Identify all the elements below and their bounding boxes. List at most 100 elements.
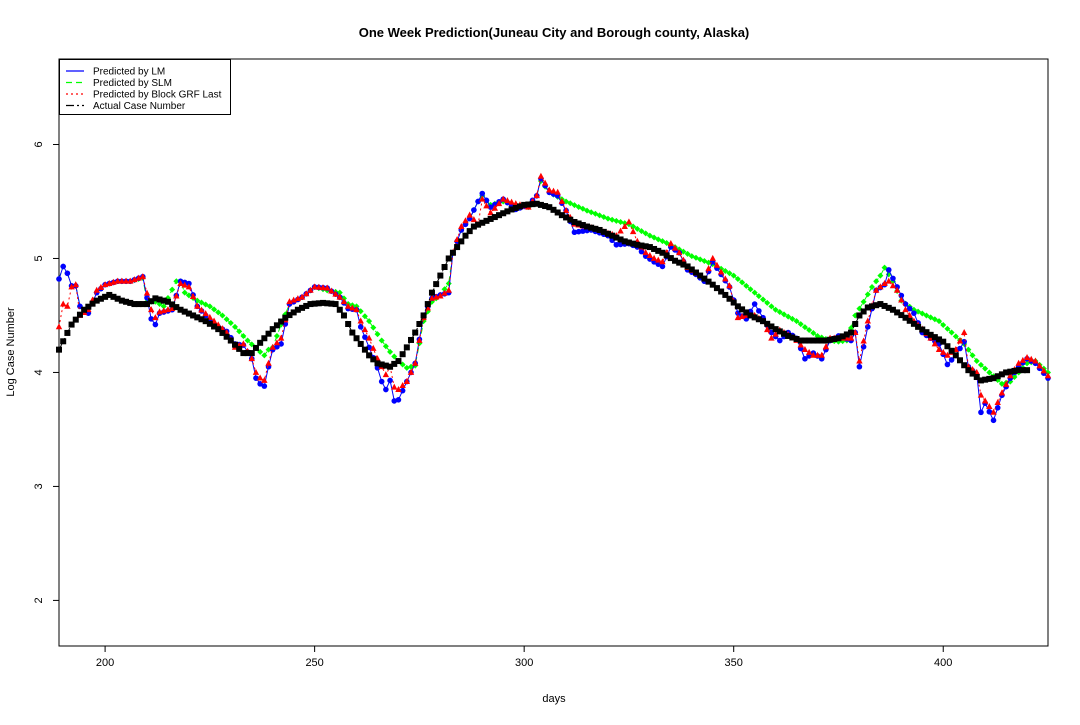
legend-box <box>59 59 231 115</box>
data-point <box>889 282 897 289</box>
data-point <box>667 240 675 247</box>
data-point <box>458 222 465 229</box>
data-point <box>227 320 234 327</box>
data-point <box>755 293 762 300</box>
data-point <box>211 323 218 330</box>
data-point <box>684 263 691 270</box>
data-point <box>537 201 544 208</box>
data-point <box>701 275 708 282</box>
data-point <box>646 244 653 251</box>
data-point <box>319 284 327 291</box>
data-point <box>366 318 373 325</box>
data-point <box>395 358 402 365</box>
data-point <box>252 368 260 375</box>
x-tick-label: 400 <box>934 657 952 669</box>
data-point <box>269 326 276 333</box>
data-point <box>609 216 616 223</box>
data-point <box>320 299 327 306</box>
data-point <box>232 341 239 348</box>
data-point <box>449 249 456 256</box>
data-point <box>110 293 117 300</box>
data-point <box>785 332 792 339</box>
data-point <box>240 350 247 357</box>
data-point <box>659 249 666 256</box>
data-point <box>692 269 699 276</box>
data-point <box>483 202 490 209</box>
data-point <box>64 270 71 277</box>
data-point <box>533 192 540 199</box>
data-point <box>780 311 787 318</box>
data-point <box>131 276 138 283</box>
data-point <box>810 330 817 337</box>
data-point <box>537 172 545 179</box>
data-point <box>72 316 79 323</box>
data-point <box>114 295 121 302</box>
data-point <box>1036 362 1043 369</box>
data-point <box>59 300 67 307</box>
data-point <box>592 225 599 232</box>
data-point <box>1015 359 1022 366</box>
data-point <box>60 263 66 270</box>
data-point <box>433 281 440 288</box>
data-point <box>261 335 268 342</box>
data-point <box>919 310 926 317</box>
data-point <box>860 344 867 350</box>
data-point <box>760 318 767 325</box>
data-point <box>952 333 959 340</box>
data-point <box>726 270 733 277</box>
data-point <box>173 278 180 285</box>
data-point <box>860 298 867 305</box>
data-point <box>441 286 448 293</box>
data-point <box>127 277 134 284</box>
data-point <box>806 337 813 344</box>
data-point <box>240 332 247 339</box>
data-point <box>202 301 209 308</box>
data-point <box>378 337 385 344</box>
data-point <box>936 336 943 343</box>
data-point <box>948 347 955 354</box>
data-point <box>650 254 658 261</box>
data-point <box>965 367 972 374</box>
data-point <box>961 338 967 345</box>
data-point <box>944 343 951 350</box>
data-point <box>55 323 63 330</box>
data-point <box>370 324 377 331</box>
data-point <box>642 249 649 256</box>
data-point <box>931 340 939 347</box>
data-point <box>353 306 360 313</box>
data-point <box>198 316 205 323</box>
data-point <box>764 326 771 333</box>
data-point <box>340 298 348 305</box>
data-point <box>709 254 716 261</box>
data-point <box>986 408 993 415</box>
y-tick-label: 5 <box>33 255 45 261</box>
data-point <box>223 333 230 340</box>
data-point <box>278 341 284 347</box>
data-point <box>558 197 566 204</box>
data-point <box>563 214 570 221</box>
data-point <box>977 377 984 384</box>
data-point <box>881 264 888 271</box>
data-point <box>362 334 368 340</box>
data-point <box>403 364 410 371</box>
data-point <box>952 352 959 359</box>
data-point <box>219 329 226 336</box>
data-point <box>998 380 1005 387</box>
data-point <box>868 303 875 310</box>
data-point <box>256 374 264 381</box>
data-point <box>81 306 88 313</box>
data-point <box>961 362 968 369</box>
data-point <box>420 312 427 319</box>
data-point <box>504 197 511 204</box>
data-point <box>802 355 808 362</box>
data-point <box>709 281 716 288</box>
data-point <box>1024 367 1031 374</box>
data-point <box>491 214 498 221</box>
data-point <box>877 283 884 290</box>
legend-label: Actual Case Number <box>93 101 186 112</box>
axes-layer: 200 250 300 350 400 2 3 4 5 6 <box>33 141 952 669</box>
data-point <box>990 417 997 424</box>
data-point <box>772 326 779 333</box>
data-point <box>508 206 515 213</box>
